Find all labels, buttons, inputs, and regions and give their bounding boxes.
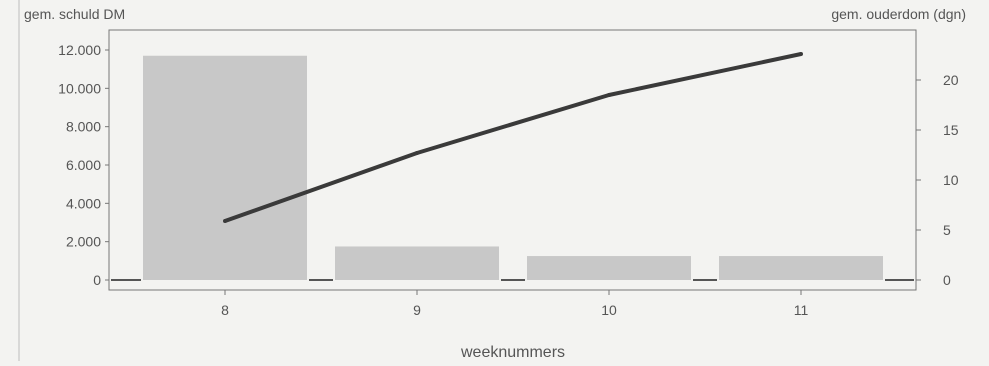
left-axis-tick-label: 4.000 — [66, 195, 101, 211]
line-point-week-8 — [223, 219, 227, 223]
left-axis-tick-label: 0 — [93, 272, 101, 288]
x-axis-tick-label: 9 — [413, 302, 421, 318]
right-axis-layer: 0 5 10 15 20 — [916, 72, 959, 288]
line-point-week-9 — [415, 151, 419, 155]
plot-area-frame — [108, 29, 917, 291]
left-axis-layer: 0 2.000 4.000 6.000 8.000 10.000 12.000 — [58, 42, 109, 288]
right-axis-tick-label: 15 — [943, 122, 959, 138]
right-axis-tick-label: 20 — [943, 72, 959, 88]
x-axis-title: weeknummers — [460, 344, 565, 361]
left-axis-tick-label: 12.000 — [58, 42, 101, 58]
x-axis-tick-label: 10 — [601, 302, 617, 318]
right-axis-tick-label: 10 — [943, 172, 959, 188]
left-axis-tick-label: 10.000 — [58, 80, 101, 96]
age-line-series — [224, 52, 802, 223]
left-axis-tick-label: 8.000 — [66, 119, 101, 135]
x-axis-tick-label: 8 — [221, 302, 229, 318]
bar-week-10 — [527, 256, 691, 280]
x-axis-tick-label: 11 — [794, 302, 809, 318]
line-point-week-10 — [607, 93, 611, 97]
bar-week-8 — [143, 55, 307, 280]
right-axis-title: gem. ouderdom (dgn) — [831, 6, 966, 22]
bar-week-11 — [719, 256, 883, 280]
bar-week-9 — [335, 246, 499, 280]
left-axis-tick-label: 2.000 — [66, 234, 101, 250]
right-axis-tick-label: 0 — [943, 272, 951, 288]
left-axis-tick-label: 6.000 — [66, 157, 101, 173]
right-axis-tick-label: 5 — [943, 222, 951, 238]
line-point-week-11 — [799, 52, 803, 56]
line-layer — [223, 52, 803, 223]
x-axis-layer: 8 9 10 11 — [221, 290, 808, 318]
left-axis-title: gem. schuld DM — [24, 6, 125, 22]
bars-layer — [143, 55, 883, 280]
